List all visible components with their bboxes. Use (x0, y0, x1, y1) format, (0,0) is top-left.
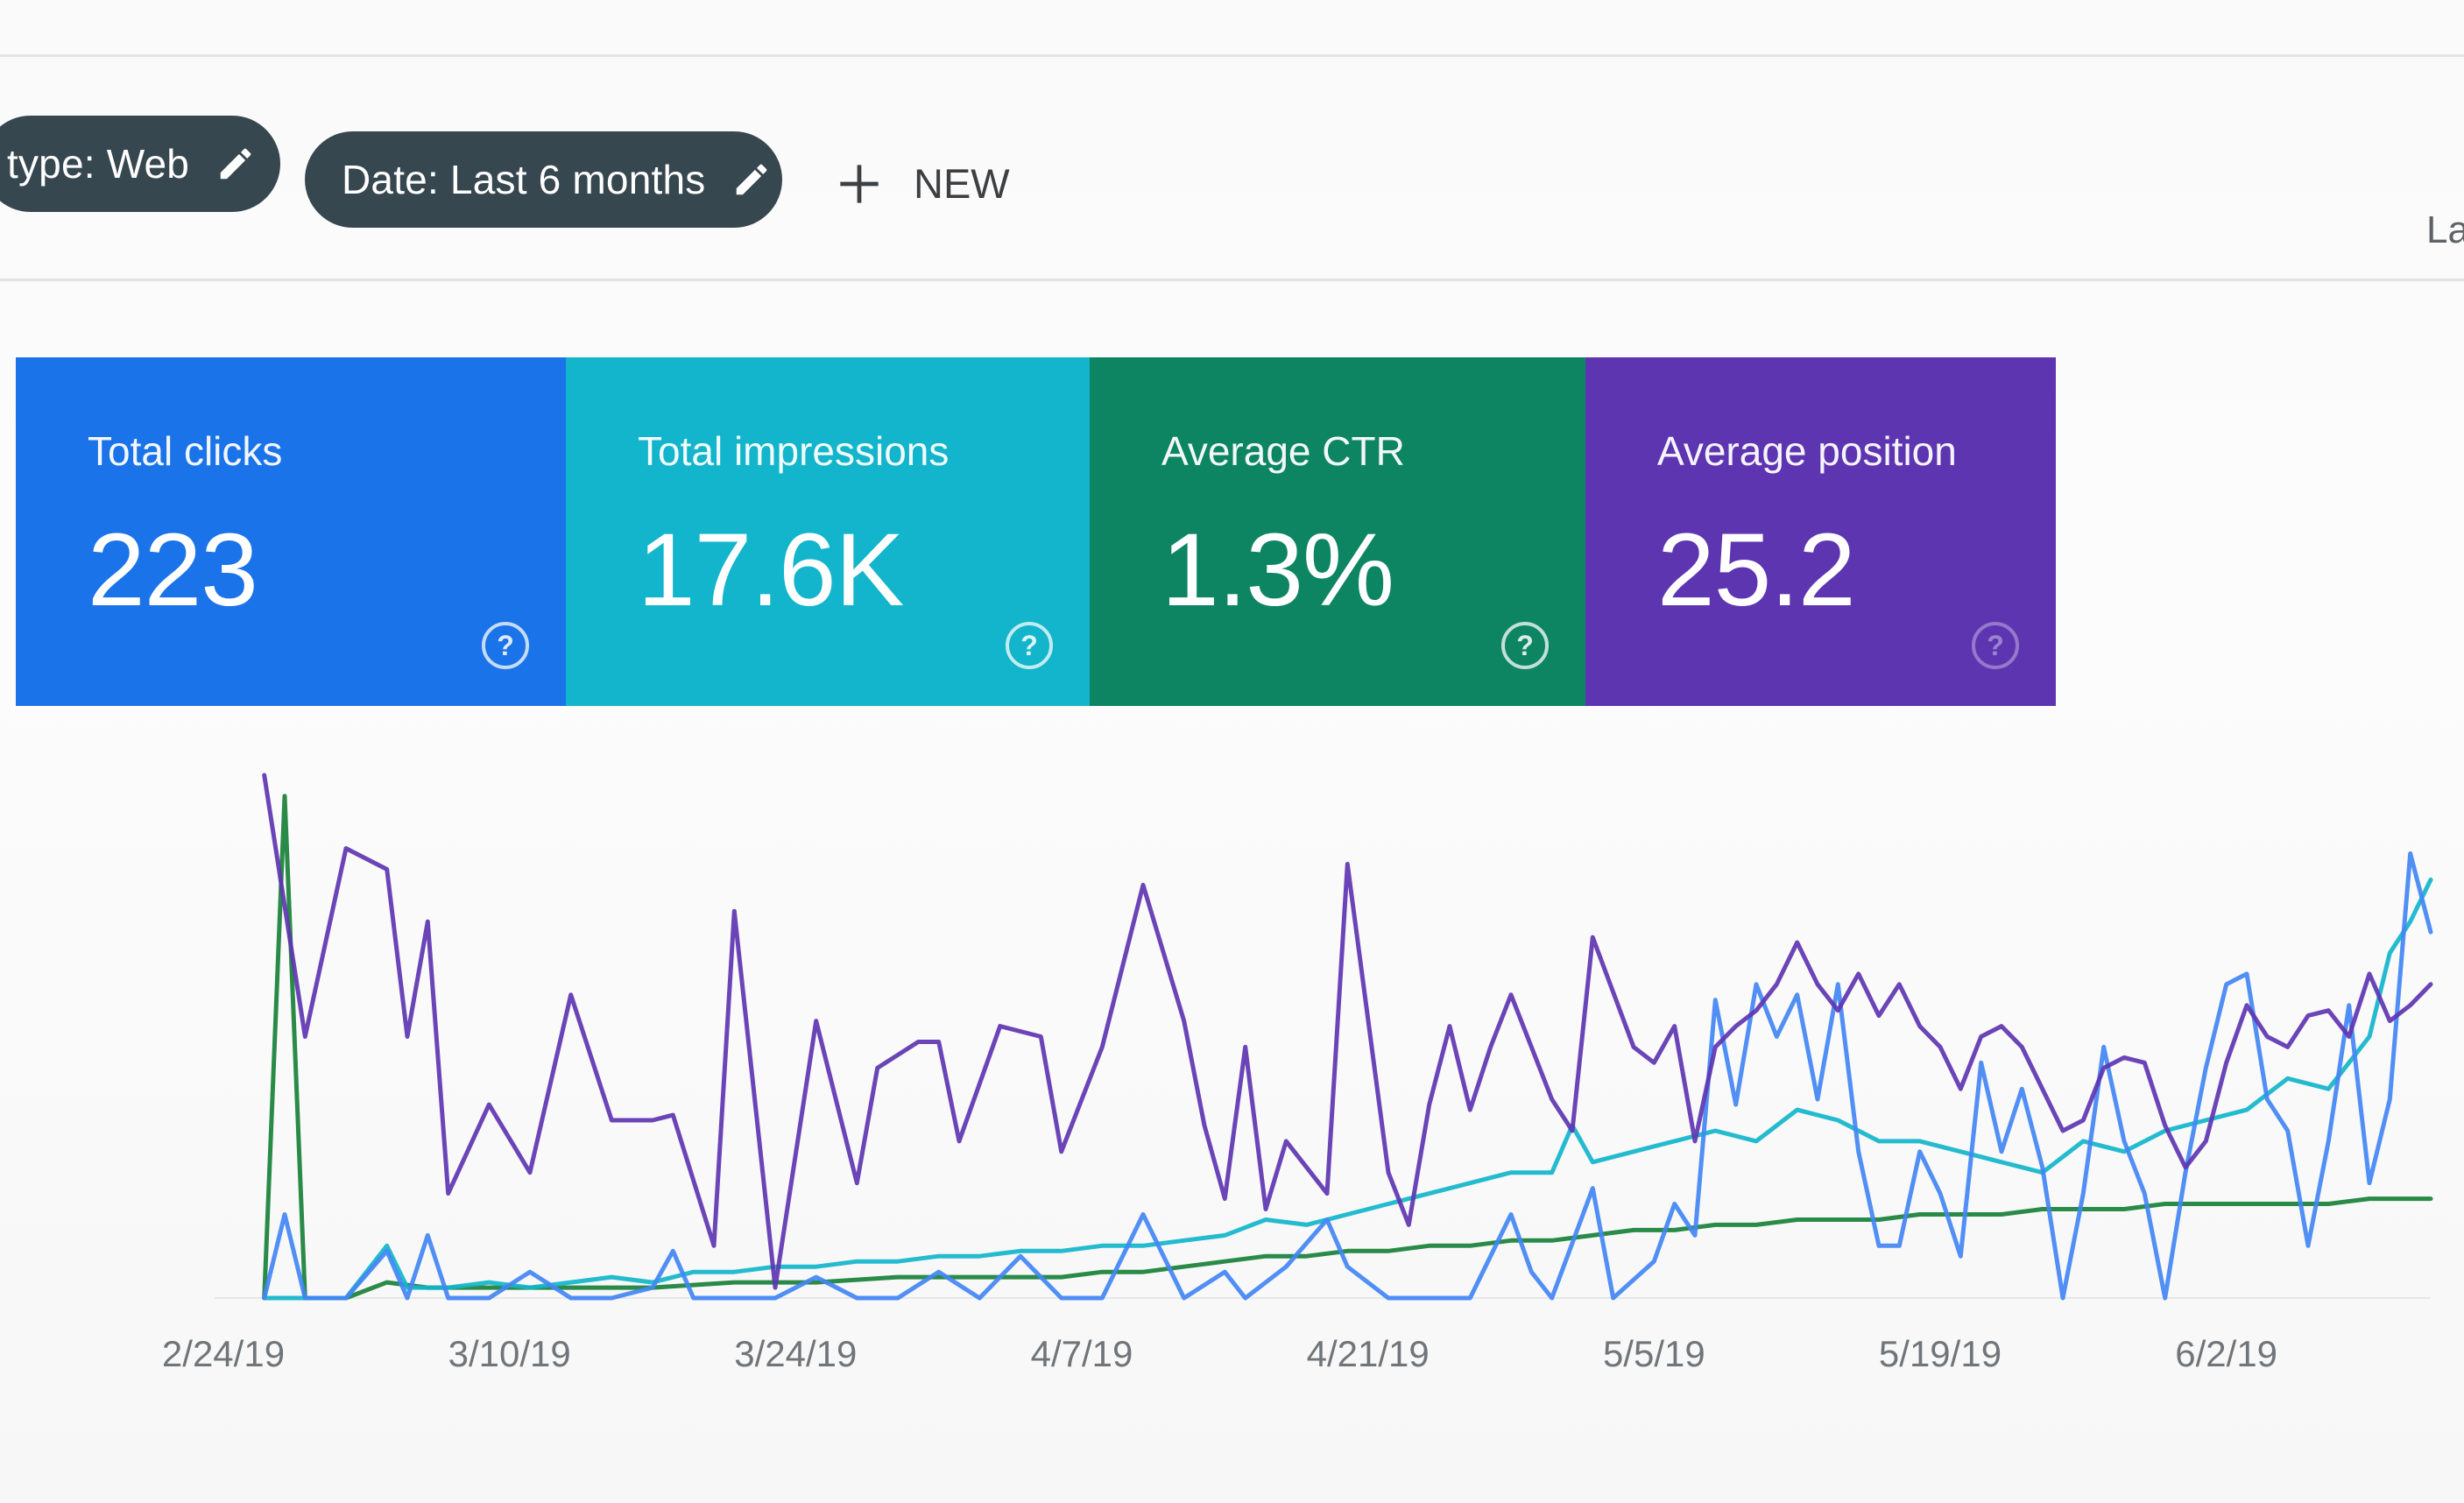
x-tick-label: 6/2/19 (2175, 1333, 2277, 1374)
series-line-2 (262, 877, 2433, 1301)
pencil-icon[interactable] (215, 144, 256, 184)
x-tick-label: 4/21/19 (1307, 1333, 1430, 1374)
x-tick-label: 3/24/19 (734, 1333, 857, 1374)
metric-title: Average position (1657, 428, 1957, 474)
x-tick-label: 3/10/19 (448, 1333, 571, 1374)
question-circle-icon[interactable]: ? (1006, 622, 1053, 669)
average-ctr-card[interactable]: Average CTR 1.3% ? (1090, 357, 1585, 706)
metric-value: 17.6K (638, 512, 904, 628)
plus-icon (840, 164, 879, 203)
metric-title: Total clicks (88, 428, 283, 474)
series-line-1 (262, 851, 2433, 1301)
total-clicks-card[interactable]: Total clicks 223 ? (16, 357, 566, 706)
truncated-header-text: La (2426, 208, 2464, 251)
date-filter-label: Date: Last 6 months (342, 157, 706, 202)
question-circle-icon[interactable]: ? (1972, 622, 2019, 669)
series-line-0 (262, 773, 2433, 1290)
metric-value: 25.2 (1657, 512, 1856, 628)
metric-value: 1.3% (1161, 512, 1394, 628)
top-border (0, 54, 2464, 57)
total-impressions-card[interactable]: Total impressions 17.6K ? (566, 357, 1090, 706)
average-position-card[interactable]: Average position 25.2 ? (1585, 357, 2056, 706)
metric-title: Average CTR (1161, 428, 1405, 474)
metric-title: Total impressions (638, 428, 950, 474)
date-filter-chip[interactable]: Date: Last 6 months (305, 131, 782, 228)
x-tick-label: 5/19/19 (1879, 1333, 2002, 1374)
search-type-filter-label: type: Web (7, 141, 190, 187)
question-circle-icon[interactable]: ? (482, 622, 529, 669)
series-line-3 (262, 794, 2433, 1301)
pencil-icon[interactable] (731, 159, 772, 200)
x-tick-label: 4/7/19 (1031, 1333, 1133, 1374)
metric-value: 223 (88, 512, 258, 628)
new-filter-label: NEW (914, 160, 1010, 207)
filter-divider (0, 279, 2464, 281)
x-tick-label: 2/24/19 (162, 1333, 285, 1374)
x-tick-label: 5/5/19 (1603, 1333, 1705, 1374)
question-circle-icon[interactable]: ? (1501, 622, 1549, 669)
search-type-filter-chip[interactable]: type: Web (0, 116, 280, 212)
new-filter-button[interactable]: NEW (837, 159, 1010, 208)
